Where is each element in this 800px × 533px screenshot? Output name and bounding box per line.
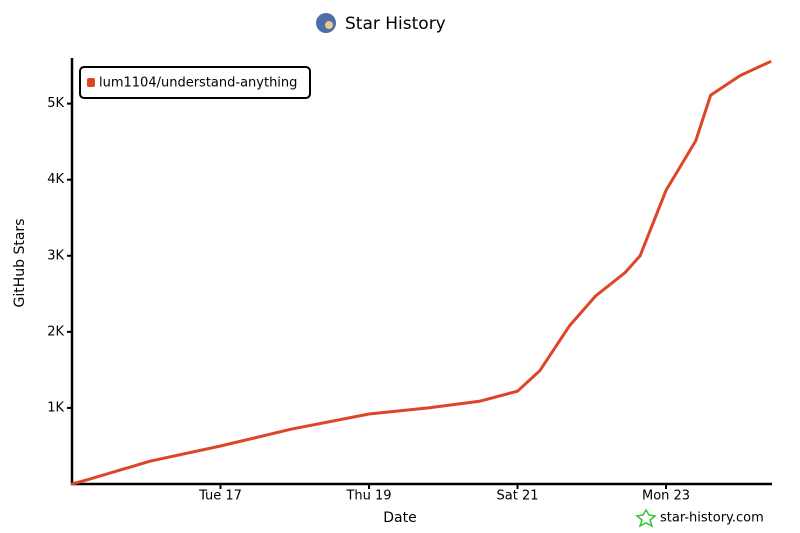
y-tick-label: 5K (47, 96, 64, 111)
watermark-icon (635, 508, 657, 528)
x-tick-label: Thu 19 (345, 489, 391, 504)
legend-label: lum1104/understand-anything (99, 76, 297, 91)
y-tick-label: 2K (47, 324, 64, 339)
y-tick-label: 3K (47, 248, 64, 263)
chart-title: Star History (345, 14, 446, 34)
x-axis-label: Date (383, 510, 416, 526)
x-tick-label: Mon 23 (642, 489, 690, 504)
y-axis-label: GitHub Stars (12, 219, 28, 308)
y-tick-label: 4K (47, 172, 64, 187)
x-tick-label: Sat 21 (497, 489, 539, 504)
watermark: star-history.com (660, 511, 764, 526)
line (70, 60, 772, 486)
legend-swatch (87, 78, 95, 87)
y-tick-label: 1K (47, 400, 64, 415)
logo-detail (325, 21, 333, 29)
legend-box (79, 66, 311, 99)
x-tick-label: Tue 17 (198, 489, 242, 504)
